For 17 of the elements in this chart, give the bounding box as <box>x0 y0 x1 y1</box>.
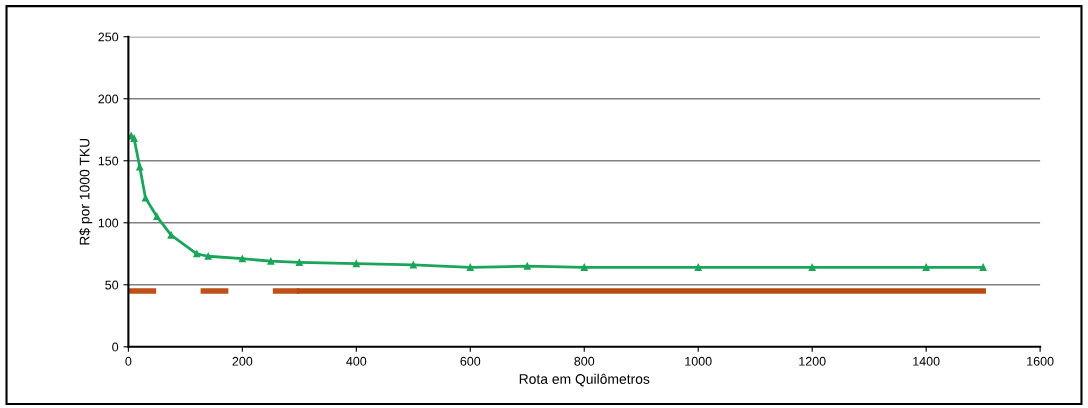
y-tick-label: 150 <box>98 156 119 166</box>
y-tick-label: 250 <box>98 32 119 42</box>
x-tick-label: 0 <box>125 356 132 366</box>
x-tick-label: 600 <box>460 356 481 366</box>
x-tick-label: 400 <box>346 356 367 366</box>
y-axis-title: R$ por 1000 TKU <box>79 138 93 245</box>
x-tick-label: 1000 <box>685 356 712 366</box>
x-tick-label: 1600 <box>1027 356 1054 366</box>
x-tick-label: 800 <box>574 356 595 366</box>
y-tick-label: 200 <box>98 94 119 104</box>
x-axis-title: Rota em Quilômetros <box>519 373 650 387</box>
y-tick-label: 50 <box>105 280 119 290</box>
x-tick-label: 200 <box>232 356 253 366</box>
x-tick-label: 1200 <box>799 356 826 366</box>
x-tick-label: 1400 <box>913 356 940 366</box>
y-tick-label: 100 <box>98 218 119 228</box>
y-tick-label: 0 <box>112 342 119 352</box>
